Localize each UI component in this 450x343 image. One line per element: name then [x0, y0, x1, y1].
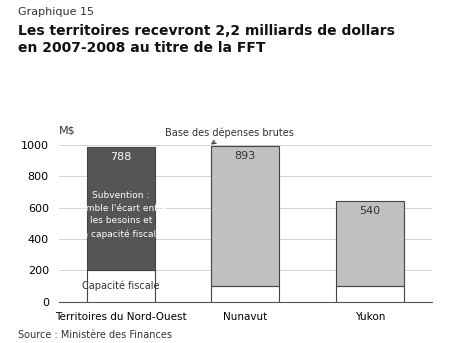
Bar [336, 201, 404, 286]
Text: Graphique 15: Graphique 15 [18, 7, 94, 17]
Text: Subvention :
Comble l'écart entre
les besoins et
la capacité fiscale: Subvention : Comble l'écart entre les be… [74, 191, 167, 238]
Text: Base des dépenses brutes: Base des dépenses brutes [165, 127, 294, 144]
Text: 788: 788 [110, 152, 131, 162]
Bar [211, 286, 279, 302]
Bar [211, 146, 279, 286]
Text: M$: M$ [58, 126, 75, 135]
Bar [336, 286, 404, 302]
Bar [86, 147, 155, 271]
Text: Les territoires recevront 2,2 milliards de dollars
en 2007-2008 au titre de la F: Les territoires recevront 2,2 milliards … [18, 24, 395, 55]
Text: Source : Ministère des Finances: Source : Ministère des Finances [18, 330, 172, 340]
Bar [86, 271, 155, 302]
Text: Capacité fiscale: Capacité fiscale [82, 281, 159, 292]
Text: 893: 893 [234, 151, 256, 161]
Text: 540: 540 [359, 206, 380, 216]
